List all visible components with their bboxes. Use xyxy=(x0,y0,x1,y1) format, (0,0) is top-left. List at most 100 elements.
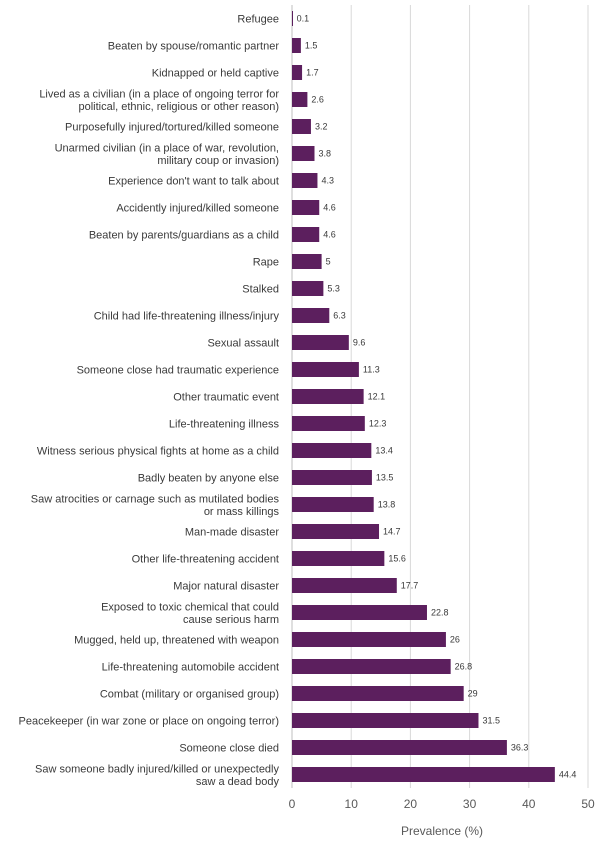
x-axis-title: Prevalence (%) xyxy=(401,824,483,838)
bar-value-label: 44.4 xyxy=(559,770,577,780)
bar xyxy=(292,497,374,512)
bar xyxy=(292,362,359,377)
bar xyxy=(292,524,380,539)
bar-value-label: 5 xyxy=(326,257,331,267)
category-label: Exposed to toxic chemical that could caus… xyxy=(101,601,279,626)
bar-value-label: 12.3 xyxy=(369,419,387,429)
bar xyxy=(292,173,318,188)
bar-value-label: 13.4 xyxy=(375,446,393,456)
x-tick-label: 50 xyxy=(581,797,595,811)
category-label: Mugged, held up, threatened with weapon xyxy=(74,635,279,647)
category-label: Rape xyxy=(253,257,279,269)
bar xyxy=(292,119,311,134)
category-label: Witness serious physical fights at home … xyxy=(37,446,279,458)
bar-value-label: 5.3 xyxy=(327,284,340,294)
category-label: Life-threatening illness xyxy=(169,419,280,431)
bar xyxy=(292,578,397,593)
bar xyxy=(292,416,365,431)
category-label: Saw someone badly injured/killed or unex… xyxy=(35,763,279,788)
bar-value-label: 4.6 xyxy=(323,203,336,213)
x-tick-label: 40 xyxy=(522,797,536,811)
bar-value-label: 29 xyxy=(468,689,478,699)
category-label: Saw atrocities or carnage such as mutila… xyxy=(31,493,280,518)
bar xyxy=(292,389,364,404)
category-label: Beaten by spouse/romantic partner xyxy=(108,41,280,53)
category-label: Someone close died xyxy=(179,743,279,755)
bar xyxy=(292,686,464,701)
bar xyxy=(292,11,293,26)
category-label: Kidnapped or held captive xyxy=(152,68,279,80)
category-label: Lived as a civilian (in a place of ongoi… xyxy=(39,88,279,113)
bar-value-label: 15.6 xyxy=(388,554,406,564)
bar-value-label: 1.7 xyxy=(306,68,319,78)
bar xyxy=(292,605,427,620)
category-label: Purposefully injured/tortured/killed som… xyxy=(65,122,279,134)
x-tick-label: 10 xyxy=(345,797,359,811)
bar-value-label: 9.6 xyxy=(353,338,366,348)
x-tick-label: 30 xyxy=(463,797,477,811)
bar-value-label: 17.7 xyxy=(401,581,419,591)
bar-value-label: 11.3 xyxy=(363,365,380,375)
bar-value-label: 22.8 xyxy=(431,608,449,618)
bar xyxy=(292,200,320,215)
bar-value-label: 4.6 xyxy=(323,230,336,240)
x-axis-ticks: 0 10 20 30 40 50 xyxy=(289,797,595,811)
bar xyxy=(292,551,385,566)
bar xyxy=(292,713,479,728)
bar xyxy=(292,767,555,782)
bar xyxy=(292,281,324,296)
bar xyxy=(292,308,330,323)
bar-value-label: 13.8 xyxy=(378,500,396,510)
x-tick-label: 0 xyxy=(289,797,296,811)
bar xyxy=(292,632,446,647)
category-label: Combat (military or organised group) xyxy=(100,689,279,701)
category-label: Refugee xyxy=(237,14,279,26)
bar-value-label: 12.1 xyxy=(368,392,386,402)
category-label: Man-made disaster xyxy=(185,527,279,539)
bar xyxy=(292,92,308,107)
category-label: Child had life-threatening illness/injur… xyxy=(94,311,280,323)
bar xyxy=(292,146,315,161)
gridlines xyxy=(291,5,589,788)
bar-value-label: 4.3 xyxy=(321,176,334,186)
bar-value-label: 36.3 xyxy=(511,743,529,753)
category-label: Life-threatening automobile accident xyxy=(102,662,279,674)
bar xyxy=(292,227,320,242)
bar xyxy=(292,65,303,80)
category-label: Someone close had traumatic experience xyxy=(77,365,279,377)
category-label: Beaten by parents/guardians as a child xyxy=(89,230,279,242)
bar-value-label: 26 xyxy=(450,635,460,645)
bar xyxy=(292,38,301,53)
category-label: Experience don't want to talk about xyxy=(108,176,279,188)
bar-value-label: 3.8 xyxy=(318,149,331,159)
bar-value-label: 6.3 xyxy=(333,311,346,321)
bar xyxy=(292,254,322,269)
bar xyxy=(292,443,372,458)
bar xyxy=(292,470,372,485)
category-label: Peacekeeper (in war zone or place on ong… xyxy=(19,716,279,728)
bar-value-label: 2.6 xyxy=(311,95,324,105)
category-label: Stalked xyxy=(242,284,279,296)
category-label: Badly beaten by anyone else xyxy=(138,473,279,485)
category-label: Accidently injured/killed someone xyxy=(116,203,279,215)
bar-value-label: 26.8 xyxy=(455,662,473,672)
bars xyxy=(292,11,555,782)
category-label: Major natural disaster xyxy=(173,581,279,593)
bar-value-label: 0.1 xyxy=(297,14,310,24)
bar xyxy=(292,659,451,674)
category-label: Unarmed civilian (in a place of war, rev… xyxy=(55,142,279,167)
bar-value-label: 1.5 xyxy=(305,41,318,51)
bar-value-label: 13.5 xyxy=(376,473,394,483)
category-label: Sexual assault xyxy=(207,338,279,350)
category-label: Other traumatic event xyxy=(173,392,279,404)
bar-value-label: 31.5 xyxy=(482,716,500,726)
bar-value-label: 14.7 xyxy=(383,527,401,537)
category-labels: Refugee Beaten by spouse/romantic partner… xyxy=(19,14,280,788)
bar xyxy=(292,335,349,350)
category-label: Other life-threatening accident xyxy=(132,554,279,566)
x-tick-label: 20 xyxy=(404,797,418,811)
bar-value-label: 3.2 xyxy=(315,122,328,132)
value-labels: 0.1 1.5 1.7 2.6 3.2 3.8 4.3 4.6 4.6 5 5.3 6.3 9.6 11.… xyxy=(297,14,577,780)
bar xyxy=(292,740,507,755)
